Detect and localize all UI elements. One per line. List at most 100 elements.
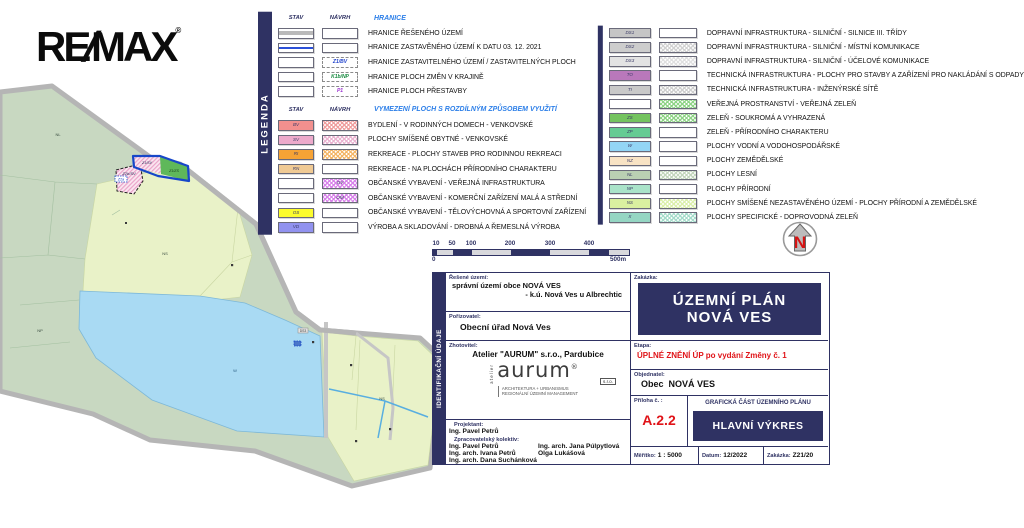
legend-row: K1b/NP HRANICE PLOCH ZMĚN V KRAJINĚ [278, 70, 598, 85]
north-letter: N [794, 233, 806, 252]
field-label: Zakázka: [634, 275, 658, 281]
field-label: Pořizovatel: [449, 314, 481, 320]
legend-item-label: PLOCHY SMÍŠENÉ NEZASTAVĚNÉHO ÚZEMÍ - PLO… [706, 199, 978, 207]
stav-swatch [278, 192, 314, 204]
zakazka-num-cell: Zakázka: Z21/20 [764, 447, 828, 464]
legend-row: W PLOCHY VODNÍ A VODOHOSPODÁŘSKÉ [608, 140, 1024, 154]
legend-row: ZS ZELEŇ - SOUKROMÁ A VYHRAZENÁ [608, 111, 1024, 125]
legend-item-label: DOPRAVNÍ INFRASTRUKTURA - SILNIČNÍ - SIL… [706, 29, 907, 37]
scale-start: 0 [432, 256, 436, 263]
navrh-swatch [658, 198, 697, 209]
legend-title-bar: LEGENDA [258, 12, 272, 235]
field-label: Zakázka: [767, 452, 791, 459]
stav-swatch: RI [278, 149, 314, 160]
field-label: Objednatel: [634, 372, 665, 378]
stream [328, 388, 429, 439]
legend-row: TI TECHNICKÁ INFRASTRUKTURA - INŽENÝRSKÉ… [608, 83, 1024, 97]
scale-bar: 10 50 100 200 300 400 0 500m [432, 240, 632, 265]
boundary-code: K1b/NP [331, 73, 349, 80]
legend-right: DS1 DOPRAVNÍ INFRASTRUKTURA - SILNIČNÍ -… [598, 26, 1024, 225]
navrh-swatch [658, 112, 697, 124]
legend-item-label: PLOCHY SMÍŠENÉ OBYTNÉ - VENKOVSKÉ [368, 136, 509, 144]
navrh-swatch: OV [322, 178, 358, 189]
zakazka-num-value: Z21/20 [792, 452, 814, 459]
legend-row: NS PLOCHY SMÍŠENÉ NEZASTAVĚNÉHO ÚZEMÍ - … [608, 196, 1024, 210]
kolektiv-member: Olga Lukášová [538, 450, 585, 457]
stav-swatch: VD [278, 222, 314, 233]
legend-row: DS1 DOPRAVNÍ INFRASTRUKTURA - SILNIČNÍ -… [608, 26, 1024, 40]
aurum-reg: ® [570, 363, 579, 371]
area-code: RI [293, 151, 299, 157]
stav-swatch: RN [278, 163, 314, 175]
navrh-swatch [322, 222, 358, 233]
navrh-swatch [658, 183, 697, 195]
change-area-green-label: Z1/ZS [168, 169, 179, 173]
section-title-vymezeni: VYMEZENÍ PLOCH S ROZDÍLNÝM ZPŮSOBEM VYUŽ… [374, 106, 557, 114]
legend-row: NZ PLOCHY ZEMĚDĚLSKÉ [608, 154, 1024, 168]
legend-row: OS OBČANSKÉ VYBAVENÍ - TĚLOVÝCHOVNÁ A SP… [278, 206, 598, 221]
legend-item-label: HRANICE ZASTAVĚNÉHO ÚZEMÍ K DATU 03. 12.… [368, 44, 542, 52]
legend-item-label: DOPRAVNÍ INFRASTRUKTURA - SILNIČNÍ - MÍS… [706, 43, 920, 51]
navrh-swatch [658, 141, 697, 152]
section-title-hranice: HRANICE [374, 14, 406, 22]
road-tag-label: DS3 [300, 329, 307, 333]
col-header-stav: STAV [288, 106, 304, 113]
legend-row: OV OBČANSKÉ VYBAVENÍ - VEŘEJNÁ INFRASTRU… [278, 176, 598, 191]
legend-item-label: OBČANSKÉ VYBAVENÍ - TĚLOVÝCHOVNÁ A SPORT… [368, 209, 587, 217]
priloha-number: A.2.2 [642, 412, 676, 428]
area-label-forest: NL [55, 132, 61, 137]
field-label: Zhotovitel: [449, 343, 478, 349]
scale-tick: 400 [583, 240, 595, 247]
navrh-swatch: P1 [322, 86, 358, 97]
navrh-swatch [658, 42, 697, 53]
area-label-pond: W [233, 368, 237, 373]
change-area-zastavitelna: Z1/SV Z1/ZS [131, 154, 191, 183]
scale-tick: 100 [465, 240, 477, 247]
legend-item-label: ZELEŇ - PŘÍRODNÍHO CHARAKTERU [706, 128, 829, 136]
parcel-lines [0, 174, 396, 439]
legend-row: P1 HRANICE PLOCH PŘESTAVBY [278, 84, 598, 99]
navrh-swatch [658, 127, 697, 138]
aurum-atelier: atelier [489, 364, 495, 384]
navrh-swatch [322, 149, 358, 160]
projektant-cell: Projektant: Ing. Pavel Petrů Zpracovatel… [446, 420, 631, 464]
boundary-code: Z1/BV [332, 58, 348, 65]
vykres-cell: GRAFICKÁ ČÁST ÚZEMNÍHO PLÁNU HLAVNÍ VÝKR… [688, 396, 828, 446]
navrh-swatch [658, 169, 697, 181]
area-code: RN [292, 165, 300, 171]
aurum-word: aurum [497, 358, 571, 382]
scale-tick: 200 [504, 240, 516, 247]
kolektiv-member: Ing. Pavel Petrů [449, 443, 499, 450]
stav-swatch: NS [608, 198, 651, 209]
legend-right-bar [598, 26, 603, 225]
area-code: ZS [626, 114, 633, 120]
legend-row: DS3 DOPRAVNÍ INFRASTRUKTURA - SILNIČNÍ -… [608, 54, 1024, 68]
title-block-sidebar: IDENTIFIKAČNÍ ÚDAJE [433, 273, 446, 464]
stav-swatch: DS1 [608, 27, 651, 39]
legend-row: DS2 DOPRAVNÍ INFRASTRUKTURA - SILNIČNÍ -… [608, 40, 1024, 54]
area-code: NP [626, 185, 633, 191]
stav-swatch: NL [608, 169, 651, 181]
legend-item-label: REKREACE - PLOCHY STAVEB PRO RODINNOU RE… [368, 150, 562, 158]
resene-uzemi-cell: Řešené území: správní území obce NOVÁ VE… [446, 273, 631, 312]
navrh-swatch: OM [322, 192, 358, 204]
scale-tick: 10 [432, 240, 440, 247]
legend-item-label: TECHNICKÁ INFRASTRUKTURA - INŽENÝRSKÉ SÍ… [706, 86, 879, 94]
legend-item-label: TECHNICKÁ INFRASTRUKTURA - PLOCHY PRO ST… [706, 72, 1024, 80]
legend-row: RI REKREACE - PLOCHY STAVEB PRO RODINNOU… [278, 147, 598, 162]
legend-item-label: BYDLENÍ - V RODINNÝCH DOMECH - VENKOVSKÉ [368, 121, 534, 129]
porizovatel-value: Obecní úřad Nová Ves [460, 322, 551, 332]
area-labels: NL NP NS W NS [37, 132, 385, 401]
navrh-swatch [322, 134, 358, 146]
field-area [82, 164, 253, 302]
navrh-swatch [658, 98, 697, 110]
navrh-swatch [658, 212, 697, 223]
stav-swatch: W [608, 141, 651, 152]
legend-item-label: HRANICE PLOCH ZMĚN V KRAJINĚ [368, 73, 484, 81]
kolektiv-member: Ing. arch. Dana Suchánková [449, 457, 537, 464]
plan-title-line2: NOVÁ VES [686, 309, 773, 326]
change-area-pink-label: Z1/SV [141, 161, 153, 165]
resene-uzemi-value2: - k.ú. Nová Ves u Albrechtic [525, 290, 622, 299]
legend-row: TO TECHNICKÁ INFRASTRUKTURA - PLOCHY PRO… [608, 69, 1024, 83]
